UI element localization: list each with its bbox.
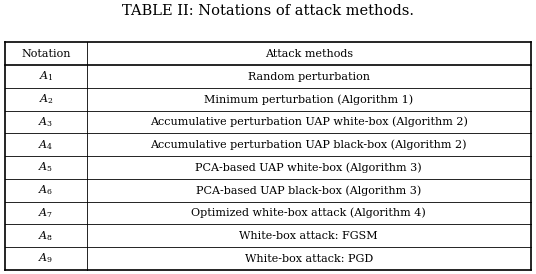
Text: $A_9$: $A_9$ [39,252,54,266]
Text: Random perturbation: Random perturbation [248,72,370,82]
Text: $A_4$: $A_4$ [39,138,54,152]
Text: White-box attack: PGD: White-box attack: PGD [244,253,373,264]
Text: $A_8$: $A_8$ [39,229,54,243]
Text: Minimum perturbation (Algorithm 1): Minimum perturbation (Algorithm 1) [204,94,413,105]
Text: $A_2$: $A_2$ [39,92,54,106]
Text: Optimized white-box attack (Algorithm 4): Optimized white-box attack (Algorithm 4) [191,208,426,218]
Text: White-box attack: FGSM: White-box attack: FGSM [240,231,378,241]
Text: $A_7$: $A_7$ [39,206,54,220]
Text: Accumulative perturbation UAP white-box (Algorithm 2): Accumulative perturbation UAP white-box … [150,117,467,127]
Text: PCA-based UAP black-box (Algorithm 3): PCA-based UAP black-box (Algorithm 3) [196,185,421,196]
Text: $A_1$: $A_1$ [39,70,54,84]
Text: PCA-based UAP white-box (Algorithm 3): PCA-based UAP white-box (Algorithm 3) [196,162,422,173]
Text: TABLE II: Notations of attack methods.: TABLE II: Notations of attack methods. [122,4,414,18]
Text: $A_6$: $A_6$ [39,183,54,197]
Text: Attack methods: Attack methods [265,49,353,59]
Text: $A_5$: $A_5$ [39,161,54,175]
Text: Accumulative perturbation UAP black-box (Algorithm 2): Accumulative perturbation UAP black-box … [151,139,467,150]
Text: $A_3$: $A_3$ [39,115,54,129]
Text: Notation: Notation [21,49,71,59]
